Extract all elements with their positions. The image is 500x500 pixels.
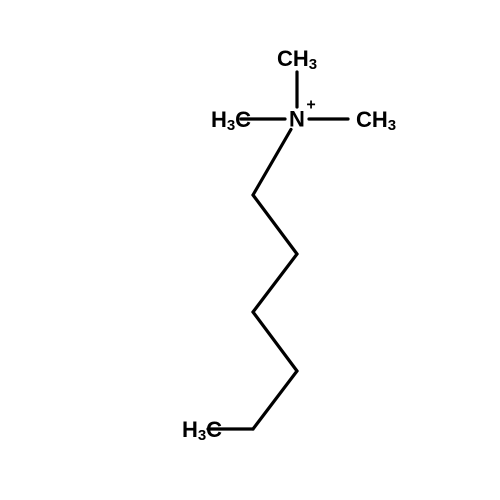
molecule-diagram: N+ CH3 H3C CH3 H3C <box>0 0 500 500</box>
methyl-label: H3C <box>211 107 251 134</box>
methyl-label: CH3 <box>277 46 317 73</box>
bond <box>253 195 297 254</box>
bond <box>253 129 291 195</box>
methyl-label: CH3 <box>356 107 396 134</box>
bond <box>253 371 297 429</box>
bond <box>253 254 297 312</box>
methyl-label: H3C <box>182 417 222 444</box>
charge-plus: + <box>306 97 315 114</box>
bond <box>253 312 297 371</box>
atom-nitrogen: N <box>289 107 305 132</box>
